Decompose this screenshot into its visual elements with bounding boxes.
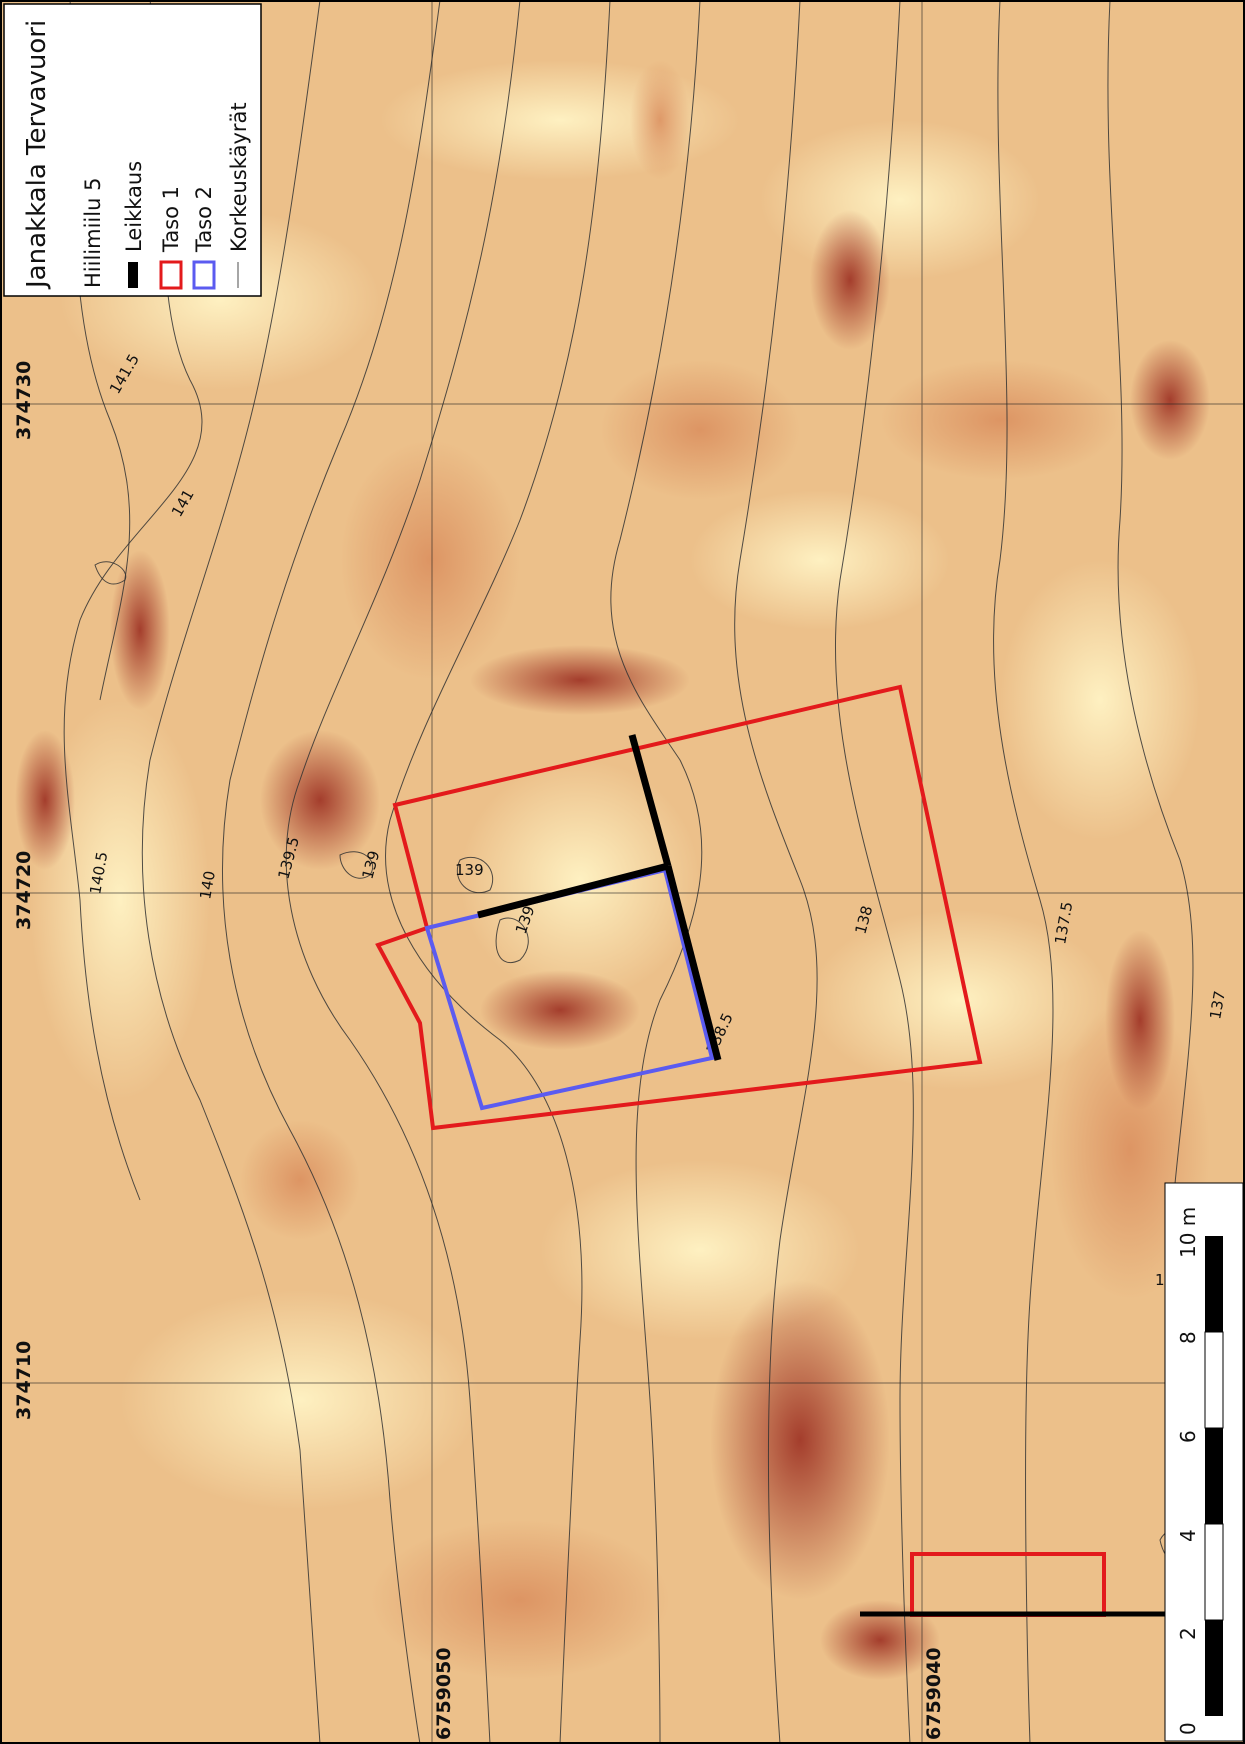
contour-lines: [63, 0, 1197, 1744]
legend-subtitle: Hiilimiilu 5: [81, 178, 105, 288]
easting-label-374720: 374720: [13, 851, 35, 930]
legend-label-korkeuskayrat: Korkeuskäyrät: [227, 102, 251, 252]
scale-tick-0: 0: [1176, 1722, 1200, 1735]
scale-bar-background: [1164, 1182, 1244, 1742]
scale-bar: 0 2 4 6 8 10 m: [1164, 1182, 1244, 1742]
legend-label-taso-2: Taso 2: [192, 186, 216, 253]
scale-segment: [1205, 1428, 1223, 1524]
easting-label-374710: 374710: [13, 1341, 35, 1420]
northing-label-6759040: 6759040: [923, 1647, 945, 1740]
scale-segment: [1205, 1236, 1223, 1332]
leikkaus-swatch: [128, 262, 138, 288]
contour-label: 139: [455, 861, 484, 879]
easting-label-374730: 374730: [13, 361, 35, 440]
leikkaus-lines[interactable]: [477, 734, 1170, 1617]
scale-segment: [1204, 1523, 1224, 1621]
terrain-shading: [15, 60, 1210, 1680]
scale-segment: [1205, 1620, 1223, 1716]
scale-tick-4: 4: [1176, 1529, 1200, 1542]
taso-1-area-main[interactable]: [375, 684, 983, 1131]
scale-tick-8: 8: [1176, 1331, 1200, 1344]
legend-background: [3, 3, 262, 297]
taso-2-swatch: [192, 260, 216, 290]
taso-1-swatch: [159, 260, 183, 290]
contour-label: 137: [1206, 989, 1229, 1020]
legend: Janakkala Tervavuori Hiilimiilu 5 Leikka…: [3, 3, 262, 297]
scale-tick-6: 6: [1176, 1430, 1200, 1443]
scale-segment: [1204, 1331, 1224, 1429]
scale-tick-10m: 10 m: [1176, 1207, 1200, 1258]
legend-title: Janakkala Tervavuori: [22, 20, 52, 290]
legend-label-leikkaus: Leikkaus: [122, 161, 146, 252]
scale-tick-2: 2: [1176, 1627, 1200, 1640]
contour-label: 140: [196, 869, 219, 900]
legend-label-taso-1: Taso 1: [159, 186, 183, 253]
northing-label-6759050: 6759050: [433, 1647, 455, 1740]
